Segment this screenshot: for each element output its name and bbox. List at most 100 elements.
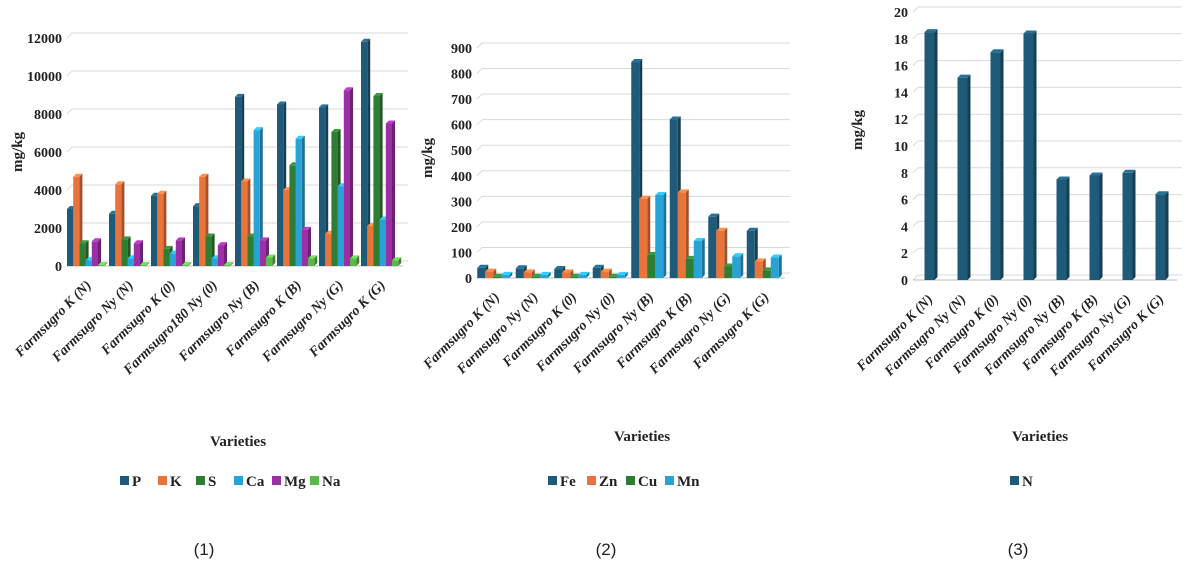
bar-N-3 bbox=[990, 52, 1001, 281]
gridline-depth bbox=[476, 119, 483, 126]
y-tick-label: 200 bbox=[451, 221, 472, 236]
x-axis-title: Varieties bbox=[614, 429, 670, 445]
bar-top bbox=[746, 227, 758, 231]
bar-top bbox=[79, 240, 89, 244]
bar-top bbox=[182, 262, 192, 266]
bar-side bbox=[140, 240, 143, 266]
x-tick-label: Farmsugro K (B) bbox=[223, 278, 305, 360]
bar-top bbox=[924, 29, 938, 33]
bar-top bbox=[224, 262, 234, 266]
bar-side bbox=[314, 255, 318, 266]
x-tick-label: Farmsugro K (N) bbox=[12, 278, 95, 361]
bar-K-5 bbox=[241, 181, 248, 266]
bar-side bbox=[392, 120, 395, 266]
bar-side bbox=[934, 29, 938, 280]
y-tick-label: 600 bbox=[451, 119, 472, 134]
legend-swatch-S bbox=[196, 476, 205, 485]
bar-top bbox=[477, 264, 489, 268]
bar-top bbox=[708, 213, 720, 217]
legend-label-Cu: Cu bbox=[638, 474, 657, 490]
bar-side bbox=[509, 271, 513, 278]
bar-side bbox=[224, 242, 227, 266]
bar-N-2 bbox=[957, 77, 968, 280]
bar-top bbox=[385, 120, 395, 124]
gridline-depth bbox=[476, 42, 483, 49]
bar-N-1 bbox=[924, 32, 935, 280]
gridline-depth bbox=[912, 140, 919, 147]
legend-swatch-N bbox=[1010, 476, 1019, 485]
gridline-depth bbox=[476, 93, 483, 100]
bar-top bbox=[600, 268, 612, 272]
gridline-depth bbox=[476, 144, 483, 151]
bar-Ca-5 bbox=[253, 130, 260, 266]
bar-top bbox=[392, 257, 402, 261]
bar-top bbox=[655, 191, 667, 195]
y-tick-label: 10 bbox=[894, 140, 908, 155]
y-tick-label: 100 bbox=[451, 246, 472, 261]
bar-top bbox=[361, 38, 371, 42]
bar-top bbox=[539, 271, 551, 275]
bar-side bbox=[230, 262, 234, 266]
bar-top bbox=[1122, 169, 1136, 173]
bar-Na-2 bbox=[140, 265, 147, 266]
bar-Cu-7 bbox=[724, 266, 733, 278]
bar-Na-3 bbox=[182, 265, 189, 266]
bar-side bbox=[531, 269, 535, 278]
bar-Zn-6 bbox=[677, 192, 686, 278]
bar-Zn-8 bbox=[754, 261, 763, 278]
bar-top bbox=[241, 178, 251, 182]
bar-N-6 bbox=[1089, 175, 1100, 280]
bar-Zn-7 bbox=[716, 230, 725, 278]
bar-Fe-6 bbox=[669, 119, 678, 278]
bar-K-4 bbox=[199, 176, 206, 266]
bar-top bbox=[277, 101, 287, 105]
bar-Ca-7 bbox=[337, 186, 344, 266]
y-tick-label: 14 bbox=[894, 86, 908, 101]
bar-Mn-6 bbox=[693, 240, 702, 278]
y-tick-label: 0 bbox=[901, 274, 908, 289]
bar-side bbox=[1132, 169, 1136, 280]
y-tick-label: 6000 bbox=[34, 146, 62, 161]
y-tick-label: 800 bbox=[451, 68, 472, 83]
bar-S-7 bbox=[331, 132, 338, 266]
bar-Mn-4 bbox=[616, 274, 625, 278]
bar-Cu-3 bbox=[570, 276, 579, 278]
bar-P-1 bbox=[67, 209, 74, 266]
bar-Mg-6 bbox=[301, 229, 308, 266]
bar-side bbox=[701, 237, 705, 278]
legend-label-Mg: Mg bbox=[284, 474, 306, 490]
bar-Mg-7 bbox=[343, 90, 350, 266]
bar-P-5 bbox=[235, 96, 242, 267]
legend-swatch-Na bbox=[310, 476, 319, 485]
gridline-depth bbox=[912, 247, 919, 254]
bar-P-7 bbox=[319, 107, 326, 266]
bar-Cu-1 bbox=[493, 276, 502, 278]
bar-top bbox=[1089, 172, 1103, 176]
y-tick-label: 400 bbox=[451, 170, 472, 185]
legend-label-N: N bbox=[1022, 474, 1033, 490]
legend-label-S: S bbox=[208, 474, 216, 490]
bar-N-7 bbox=[1122, 172, 1133, 280]
y-tick-label: 0 bbox=[55, 260, 62, 275]
bar-Mg-2 bbox=[133, 243, 140, 266]
bar-K-3 bbox=[157, 193, 164, 266]
bar-side bbox=[1099, 172, 1103, 280]
bar-Na-1 bbox=[98, 265, 105, 266]
gridline-depth bbox=[476, 195, 483, 202]
gridline-depth bbox=[66, 108, 73, 115]
y-axis-title: mg/kg bbox=[850, 110, 866, 151]
bar-side bbox=[547, 271, 551, 278]
bar-K-8 bbox=[367, 226, 374, 266]
gridline-depth bbox=[66, 70, 73, 77]
bar-Cu-4 bbox=[608, 276, 617, 278]
bar-top bbox=[578, 271, 590, 275]
legend-label-Ca: Ca bbox=[246, 474, 265, 490]
gridline-depth bbox=[912, 87, 919, 93]
legend-swatch-Cu bbox=[626, 476, 635, 485]
y-tick-label: 12000 bbox=[27, 32, 62, 47]
bar-top bbox=[343, 87, 353, 91]
bar-Fe-1 bbox=[477, 267, 486, 278]
bar-top bbox=[501, 271, 513, 275]
bar-Zn-2 bbox=[523, 272, 532, 278]
